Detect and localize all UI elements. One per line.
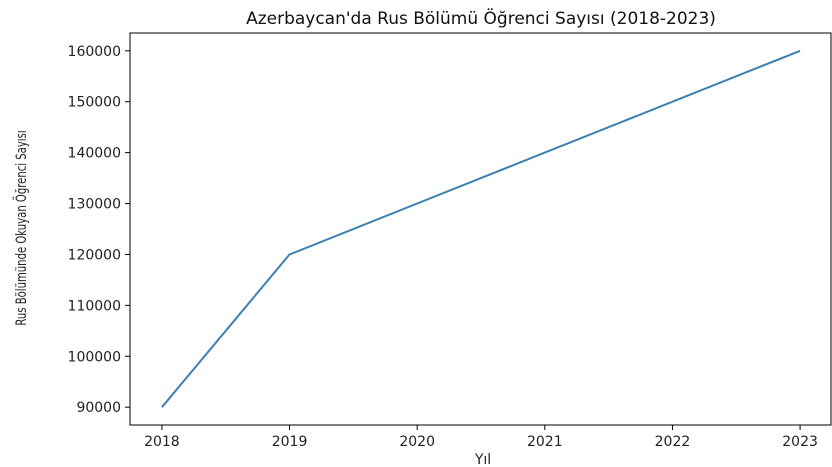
- y-tick-label: 100000: [68, 349, 121, 365]
- x-tick-label: 2019: [272, 434, 308, 450]
- y-tick-label: 110000: [68, 298, 121, 314]
- x-axis: 2018 2019 2020 2021 2022 2023: [144, 425, 818, 450]
- x-tick-label: 2018: [144, 434, 180, 450]
- plot-area: [129, 32, 832, 426]
- y-axis-label: Rus Bölümünde Okuyan Öğrenci Sayısı: [11, 130, 29, 325]
- y-tick-label: 130000: [68, 197, 121, 213]
- x-axis-label: Yıl: [474, 452, 491, 467]
- x-tick-label: 2020: [399, 434, 435, 450]
- x-tick-label: 2021: [527, 434, 563, 450]
- plot-frame: [129, 32, 832, 426]
- y-tick-label: 140000: [68, 146, 121, 162]
- y-tick-label: 90000: [76, 400, 121, 416]
- y-tick-label: 120000: [68, 247, 121, 263]
- y-axis: 90000 100000 110000 120000 130000 140000 15000…: [68, 44, 130, 416]
- x-tick-label: 2022: [655, 434, 691, 450]
- chart-title: Azerbaycan'da Rus Bölümü Öğrenci Sayısı …: [246, 7, 716, 29]
- series-layer: [161, 49, 801, 408]
- x-tick-label: 2023: [782, 434, 818, 450]
- y-tick-label: 160000: [68, 44, 121, 60]
- y-tick-label: 150000: [68, 95, 121, 111]
- series-line: [161, 49, 801, 408]
